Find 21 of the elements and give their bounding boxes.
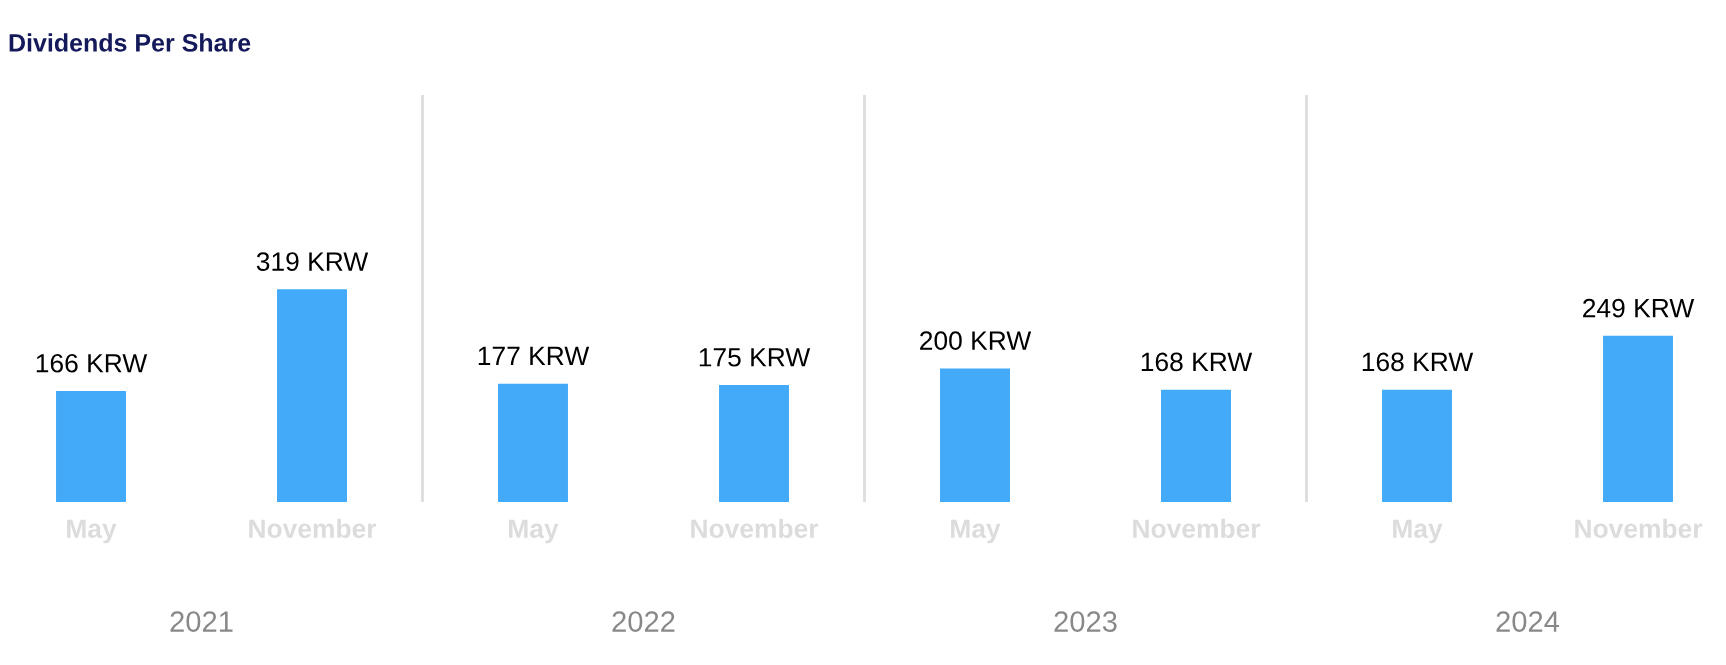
data-label: 200 KRW bbox=[920, 331, 1032, 350]
bar bbox=[1603, 335, 1673, 502]
data-label: 177 KRW bbox=[478, 346, 590, 366]
bar bbox=[719, 385, 789, 502]
bar bbox=[277, 289, 347, 502]
data-label: 319 KRW bbox=[256, 252, 369, 271]
chart-title: Dividends Per Share bbox=[9, 33, 251, 52]
text: 2022 bbox=[612, 611, 675, 632]
data-label: 175 KRW bbox=[699, 348, 811, 367]
data-label: 168 KRW bbox=[1362, 352, 1474, 372]
data-label: 249 KRW bbox=[1583, 298, 1695, 318]
bar bbox=[1382, 389, 1452, 502]
bar bbox=[498, 383, 568, 502]
text: 2021 bbox=[170, 611, 233, 632]
data-label: 166 KRW bbox=[36, 353, 148, 373]
bar bbox=[1161, 389, 1231, 502]
bar bbox=[56, 390, 126, 502]
text: 2024 bbox=[1496, 611, 1560, 632]
text: 2023 bbox=[1054, 611, 1117, 632]
data-label: 168 KRW bbox=[1141, 352, 1253, 372]
bar bbox=[940, 368, 1010, 502]
